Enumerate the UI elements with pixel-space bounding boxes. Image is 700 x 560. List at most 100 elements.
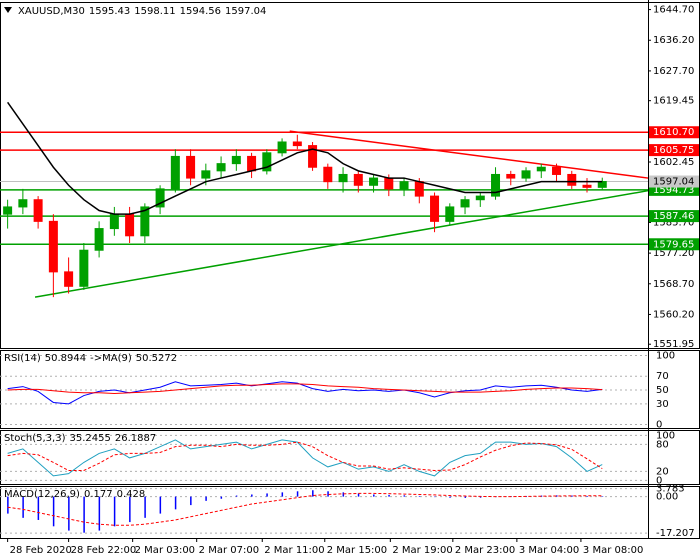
x-tick-label: 2 Mar 19:00 xyxy=(392,545,452,556)
histogram-bar xyxy=(373,494,375,497)
level-label: 1579.65 xyxy=(653,239,694,250)
x-tick-label: 2 Mar 03:00 xyxy=(135,545,195,556)
candle-body xyxy=(414,181,424,197)
header-part: 1598.11 xyxy=(134,6,175,17)
level-label: 1587.46 xyxy=(653,211,694,222)
y-tick-label: 100 xyxy=(656,351,675,362)
histogram-bar xyxy=(464,496,467,498)
candle-body xyxy=(170,155,180,190)
histogram-bar xyxy=(235,495,238,497)
header-part: RSI(14) xyxy=(4,353,41,364)
histogram-bar xyxy=(601,496,604,497)
candle-body xyxy=(231,155,241,165)
level-label: 1594.73 xyxy=(653,185,694,196)
histogram-bar xyxy=(251,494,253,497)
level-label-box xyxy=(649,126,699,139)
indicator-line xyxy=(7,439,603,477)
y-tick-label: 70 xyxy=(656,371,669,382)
histogram-bar xyxy=(388,494,390,497)
candle-body xyxy=(201,170,211,179)
header-part: 1595.43 xyxy=(89,6,130,17)
level-label-box xyxy=(649,238,699,251)
level-label-box xyxy=(649,144,699,157)
histogram-bar xyxy=(22,496,24,518)
histogram-bar xyxy=(68,496,70,531)
histogram-bar xyxy=(342,492,345,497)
level-label-box xyxy=(649,210,699,223)
y-tick-label: 30 xyxy=(656,399,669,410)
candle-body xyxy=(48,220,58,273)
y-tick-label: 80 xyxy=(656,439,669,450)
histogram-bar xyxy=(403,495,406,497)
histogram-bar xyxy=(418,495,421,497)
trend-line xyxy=(34,189,649,298)
x-tick-label: 2 Mar 23:00 xyxy=(455,545,515,556)
header-part: 1594.56 xyxy=(180,6,221,17)
histogram-bar xyxy=(571,495,573,497)
candle-body xyxy=(521,170,531,179)
panel-header: XAUUSD,M30 1595.43 1598.11 1594.56 1597.04 xyxy=(18,6,266,17)
header-part: 50.8944 xyxy=(45,353,86,364)
histogram-bar xyxy=(296,491,299,497)
candle-body xyxy=(445,206,455,222)
histogram-bar xyxy=(7,496,9,514)
candle-body xyxy=(552,166,562,175)
candle-body xyxy=(140,206,150,237)
candle-body xyxy=(369,177,379,186)
y-tick-label: 0.00 xyxy=(656,492,678,503)
candle-body xyxy=(338,173,348,183)
header-part: 26.1887 xyxy=(115,433,156,444)
header-part: 35.2455 xyxy=(69,433,110,444)
histogram-bar xyxy=(52,496,55,527)
x-tick-label: 3 Mar 08:00 xyxy=(583,545,643,556)
histogram-bar xyxy=(479,496,482,498)
histogram-bar xyxy=(190,496,192,506)
candle-body xyxy=(3,206,13,215)
panel-header: MACD(12,26,9) 0.177 0.428 xyxy=(4,489,145,500)
histogram-bar xyxy=(159,496,162,514)
candle-body xyxy=(399,181,409,190)
y-tick-label: 1577.20 xyxy=(653,248,694,259)
histogram-bar xyxy=(144,496,146,518)
header-part: Stoch(5,3,3) xyxy=(4,433,66,444)
candle-body xyxy=(94,228,104,251)
y-tick-label: 50 xyxy=(656,385,669,396)
histogram-bar xyxy=(586,495,589,497)
y-tick-label: 1602.45 xyxy=(653,157,694,168)
header-part: MACD(12,26,9) xyxy=(4,489,80,500)
histogram-bar xyxy=(266,493,268,497)
indicator-line xyxy=(7,492,603,526)
histogram-bar xyxy=(540,495,543,497)
candle-body xyxy=(460,199,470,208)
indicator-line xyxy=(7,441,603,472)
candle-body xyxy=(262,152,272,172)
histogram-bar xyxy=(174,496,177,510)
y-tick-label: 1619.45 xyxy=(653,96,694,107)
histogram-bar xyxy=(37,496,40,520)
y-tick-label: 1627.70 xyxy=(653,66,694,77)
level-label: 1610.70 xyxy=(653,127,694,138)
candle-body xyxy=(323,166,333,183)
histogram-bar xyxy=(281,492,284,497)
candle-body xyxy=(64,271,74,287)
y-tick-label: 3.783 xyxy=(656,484,685,495)
y-tick-label: 0 xyxy=(656,420,662,431)
candle-body xyxy=(536,166,546,172)
histogram-bar xyxy=(205,496,207,501)
histogram-bar xyxy=(327,491,329,497)
moving-average xyxy=(7,101,603,215)
panel-frame xyxy=(0,2,700,349)
histogram-bar xyxy=(312,490,314,497)
histogram-bar xyxy=(129,496,131,523)
header-part: ->MA(9) xyxy=(90,353,132,364)
candle-body xyxy=(582,184,592,188)
candle-body xyxy=(216,163,226,172)
candle-body xyxy=(567,173,577,186)
x-tick-label: 28 Feb 22:00 xyxy=(71,545,137,556)
candle-body xyxy=(186,155,196,179)
histogram-bar xyxy=(357,493,360,497)
candle-body xyxy=(475,195,485,201)
histogram-bar xyxy=(556,495,558,497)
